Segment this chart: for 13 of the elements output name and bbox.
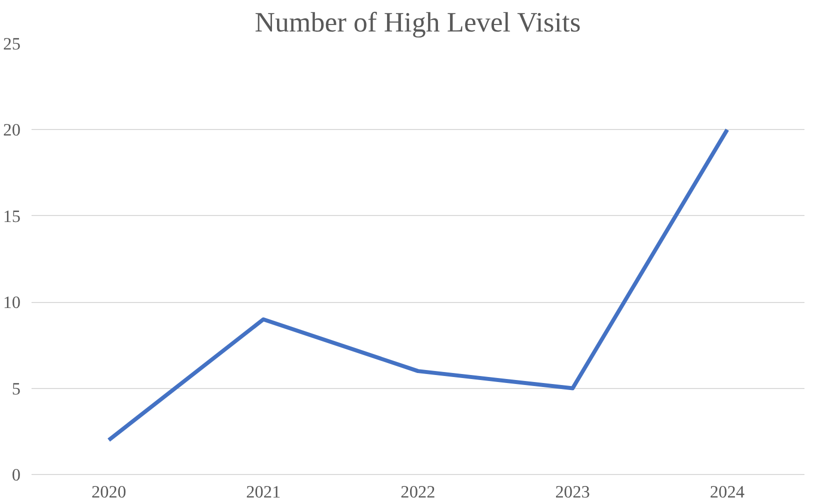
chart-title: Number of High Level Visits: [254, 8, 581, 38]
y-tick-label: 0: [12, 466, 21, 484]
x-tick-label: 2020: [91, 482, 126, 502]
x-tick-label: 2024: [710, 482, 745, 502]
line-series: [106, 128, 730, 442]
x-tick-label: 2022: [400, 482, 436, 502]
x-tick-label: 2021: [246, 482, 281, 502]
y-tick-label: 20: [3, 120, 20, 140]
y-tick-label: 15: [3, 206, 20, 226]
x-tick-label: 2023: [555, 482, 590, 502]
y-tick-label: 10: [3, 293, 20, 312]
y-tick-label: 5: [12, 379, 21, 398]
y-tick-label: 25: [3, 34, 20, 54]
